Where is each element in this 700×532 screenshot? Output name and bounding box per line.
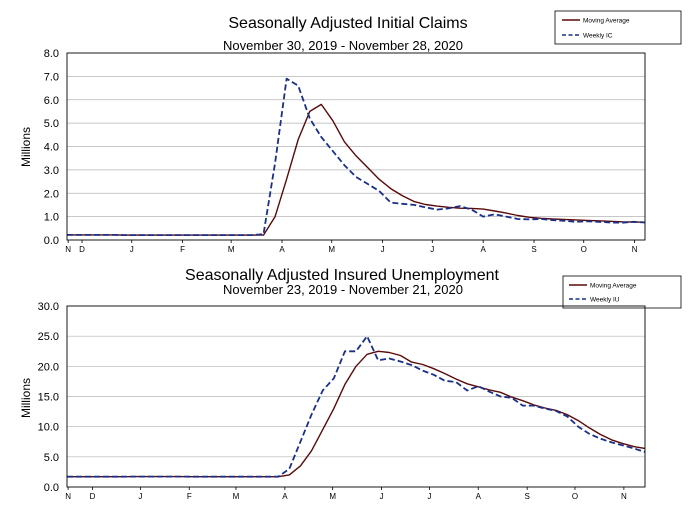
chart1-x-tick-label: M: [228, 245, 235, 254]
chart2-y-tick-labels: 0.0 5.0 10.0 15.0 20.0 25.0 30.0: [38, 301, 59, 494]
chart1-x-tick-label: S: [531, 245, 536, 254]
chart2-y-tick-label: 5.0: [44, 452, 59, 464]
chart1-legend-label-weekly: Weekly IC: [583, 33, 613, 40]
chart1-x-tick-label: A: [279, 245, 285, 254]
chart1-series-line-moving-average: [67, 103, 646, 236]
chart1-y-tick-label: 7.0: [44, 71, 59, 83]
chart2-y-tick-label: 15.0: [38, 392, 59, 404]
chart2-y-tick-label: 0.0: [44, 482, 59, 494]
chart2-plot-frame: [66, 305, 646, 488]
chart2-x-tick-label: D: [90, 492, 96, 501]
chart2-legend-box: [562, 275, 682, 309]
chart1-y-tick-label: 0.0: [44, 235, 59, 247]
chart1-x-tick-label: F: [180, 245, 185, 254]
chart2-x-tick-label: N: [65, 492, 71, 501]
chart1-y-tick-label: 1.0: [44, 212, 59, 224]
initial-claims-chart: Seasonally Adjusted Initial Claims Novem…: [19, 10, 682, 254]
chart2-x-tick-label: M: [329, 492, 336, 501]
chart2-gridlines: [67, 335, 645, 458]
insured-unemployment-chart: Seasonally Adjusted Insured Unemployment…: [19, 267, 682, 501]
chart2-legend-label-weekly: Weekly IU: [590, 297, 620, 304]
chart2-y-tick-label: 25.0: [38, 331, 59, 343]
chart2-x-tick-label: N: [621, 492, 627, 501]
chart1-x-tick-label: A: [480, 245, 486, 254]
chart1-legend-box: [554, 10, 682, 45]
chart1-x-tick-label: D: [79, 245, 85, 254]
chart2-x-tick-label: S: [525, 492, 530, 501]
chart2-x-tick-label: J: [427, 492, 431, 501]
chart2-title: Seasonally Adjusted Insured Unemployment: [185, 267, 500, 284]
chart1-gridlines: [67, 76, 645, 217]
chart1-plot-frame: [66, 52, 646, 241]
chart2-x-tick-label: A: [282, 492, 288, 501]
chart1-x-tick-label: N: [65, 245, 71, 254]
chart1-y-tick-label: 2.0: [44, 188, 59, 200]
chart1-x-tick-label: J: [130, 245, 134, 254]
chart2-series-line-weekly: [67, 335, 646, 478]
chart1-legend-label-moving-average: Moving Average: [583, 18, 630, 25]
chart1-series-line-weekly: [67, 77, 646, 237]
chart1-x-tick-label: O: [581, 245, 587, 254]
chart1-y-tick-labels: 0.0 1.0 2.0 3.0 4.0 5.0 6.0 7.0 8.0: [44, 48, 59, 247]
chart1-x-tick-label: J: [430, 245, 434, 254]
chart2-x-tick-label: J: [380, 492, 384, 501]
chart2-series: [67, 335, 646, 478]
chart2-y-tick-label: 10.0: [38, 422, 59, 434]
chart1-x-tick-label: M: [328, 245, 335, 254]
chart2-x-tick-label: F: [187, 492, 192, 501]
chart1-x-tick-label: J: [381, 245, 385, 254]
chart1-y-axis-label: Millions: [19, 127, 33, 167]
chart1-y-tick-label: 6.0: [44, 95, 59, 107]
chart2-y-tick-label: 20.0: [38, 361, 59, 373]
chart2-subtitle: November 23, 2019 - November 21, 2020: [223, 282, 463, 297]
chart2-legend: Moving Average Weekly IU: [562, 275, 682, 309]
chart1-legend: Moving Average Weekly IC: [554, 10, 682, 45]
chart2-y-axis-label: Millions: [19, 378, 33, 418]
chart1-series: [67, 77, 646, 237]
chart1-title: Seasonally Adjusted Initial Claims: [228, 15, 467, 32]
chart2-x-tick-label: M: [233, 492, 240, 501]
chart2-legend-label-moving-average: Moving Average: [590, 283, 637, 290]
chart2-x-tick-label: O: [572, 492, 578, 501]
chart2-x-tick-label: A: [476, 492, 482, 501]
chart2-y-tick-label: 30.0: [38, 301, 59, 313]
chart1-x-tick-label: N: [632, 245, 638, 254]
chart2-series-line-moving-average: [67, 350, 646, 478]
chart1-y-tick-label: 8.0: [44, 48, 59, 60]
chart2-x-tick-label: J: [138, 492, 142, 501]
chart1-y-tick-label: 5.0: [44, 118, 59, 130]
chart1-subtitle: November 30, 2019 - November 28, 2020: [223, 38, 463, 53]
chart1-y-tick-label: 3.0: [44, 165, 59, 177]
chart1-y-tick-label: 4.0: [44, 142, 59, 154]
